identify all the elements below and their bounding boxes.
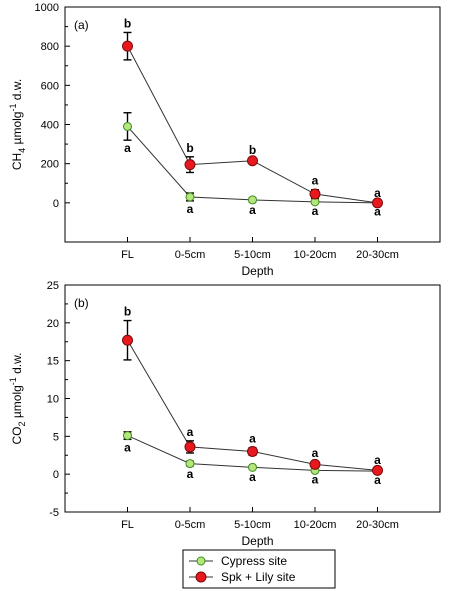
data-point bbox=[123, 431, 132, 441]
chart-legend: Cypress site Spk + Lily site bbox=[182, 549, 336, 589]
significance-letter: a bbox=[187, 202, 194, 216]
significance-letter: a bbox=[187, 467, 194, 481]
data-point bbox=[248, 462, 257, 472]
significance-letter: a bbox=[187, 425, 194, 439]
y-axis-label: CO2 µmolg-1 d.w. bbox=[8, 353, 27, 445]
significance-letter: a bbox=[249, 432, 256, 446]
x-tick-label: FL bbox=[121, 249, 134, 261]
x-axis-label: Depth bbox=[241, 534, 273, 548]
chart-panel-ch4: 0 200 400 600 800 1000 FL 0-5cm 5-10cm 10-20cm 20-… bbox=[8, 2, 441, 278]
y-tick-label: 15 bbox=[47, 356, 59, 368]
data-point bbox=[309, 458, 321, 470]
significance-letter: a bbox=[374, 453, 381, 467]
x-tick-label: 20-30cm bbox=[356, 249, 399, 261]
significance-letter: a bbox=[312, 446, 319, 460]
x-tick-label: FL bbox=[121, 519, 134, 531]
y-tick-label: -5 bbox=[49, 507, 59, 519]
data-point bbox=[122, 334, 133, 346]
data-point bbox=[184, 159, 196, 171]
chart-panel-co2: -5 0 5 10 15 20 25 FL 0-5cm 5-10cm 10-20cm 20-30cm D… bbox=[8, 280, 441, 548]
significance-letter: b bbox=[124, 305, 131, 319]
significance-letter: a bbox=[312, 204, 319, 218]
y-axis-label: CH4 µmolg-1 d.w. bbox=[8, 79, 27, 170]
significance-letter: a bbox=[312, 174, 319, 188]
data-point bbox=[247, 445, 258, 457]
significance-letter: a bbox=[249, 470, 256, 484]
x-axis-label: Depth bbox=[241, 264, 273, 278]
panel-label: (a) bbox=[74, 18, 89, 32]
y-tick-label: 5 bbox=[53, 431, 59, 443]
data-point bbox=[372, 197, 383, 209]
data-point bbox=[248, 195, 257, 205]
y-tick-label: 0 bbox=[53, 198, 59, 210]
data-point bbox=[184, 441, 196, 453]
y-tick-label: 200 bbox=[41, 159, 59, 171]
y-tick-label: 800 bbox=[41, 41, 59, 53]
x-tick-label: 20-30cm bbox=[356, 519, 399, 531]
series-line bbox=[127, 45, 378, 204]
significance-letter: a bbox=[249, 203, 256, 217]
legend-label: Spk + Lily site bbox=[221, 570, 296, 584]
significance-letter: b bbox=[186, 141, 193, 155]
data-point bbox=[309, 188, 321, 200]
data-point bbox=[247, 155, 258, 167]
significance-letter: b bbox=[124, 16, 131, 30]
y-tick-label: 20 bbox=[47, 318, 59, 330]
legend-label: Cypress site bbox=[221, 554, 287, 568]
significance-letter: a bbox=[374, 473, 381, 487]
data-point bbox=[123, 121, 132, 131]
x-tick-label: 10-20cm bbox=[294, 519, 337, 531]
data-point bbox=[185, 459, 195, 469]
panel-label: (b) bbox=[74, 296, 89, 310]
significance-letter: a bbox=[374, 186, 381, 200]
significance-letter: a bbox=[124, 141, 131, 155]
x-tick-label: 0-5cm bbox=[175, 519, 206, 531]
x-tick-label: 5-10cm bbox=[234, 519, 271, 531]
y-tick-label: 10 bbox=[47, 394, 59, 406]
y-tick-label: 600 bbox=[41, 80, 59, 92]
legend-box bbox=[182, 549, 336, 589]
legend-marker bbox=[195, 571, 207, 583]
y-tick-label: 1000 bbox=[35, 2, 59, 14]
x-tick-label: 5-10cm bbox=[234, 249, 271, 261]
y-tick-label: 400 bbox=[41, 120, 59, 132]
legend-marker bbox=[196, 556, 206, 566]
x-tick-label: 0-5cm bbox=[175, 249, 206, 261]
x-tick-label: 10-20cm bbox=[294, 249, 337, 261]
significance-letter: b bbox=[249, 143, 256, 157]
significance-letter: a bbox=[374, 204, 381, 218]
data-point bbox=[185, 192, 195, 202]
data-point bbox=[122, 40, 133, 52]
y-tick-label: 25 bbox=[47, 280, 59, 292]
significance-letter: a bbox=[124, 440, 131, 454]
significance-letter: a bbox=[312, 473, 319, 487]
y-tick-label: 0 bbox=[53, 469, 59, 481]
data-point bbox=[372, 464, 383, 476]
